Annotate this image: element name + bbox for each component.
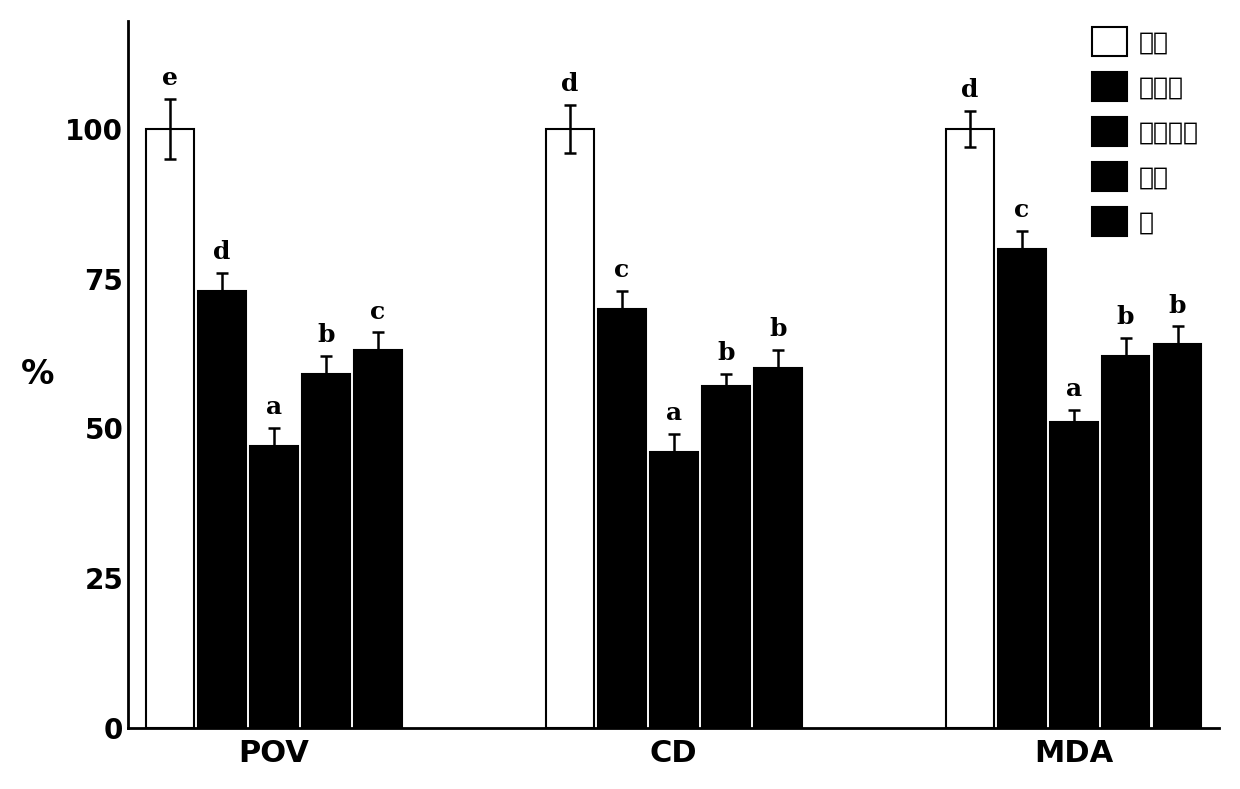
Bar xyxy=(754,368,801,728)
Bar xyxy=(1050,422,1097,728)
Text: d: d xyxy=(560,72,578,95)
Bar xyxy=(198,290,246,728)
Bar xyxy=(146,129,193,728)
Bar xyxy=(998,249,1045,728)
Text: c: c xyxy=(371,300,386,323)
Text: d: d xyxy=(961,78,978,102)
Bar xyxy=(946,129,993,728)
Bar xyxy=(249,447,298,728)
Text: b: b xyxy=(317,323,335,347)
Text: b: b xyxy=(769,317,786,342)
Bar xyxy=(353,350,402,728)
Bar xyxy=(1153,345,1202,728)
Bar xyxy=(650,452,698,728)
Text: b: b xyxy=(717,342,734,365)
Text: d: d xyxy=(213,240,231,264)
Text: b: b xyxy=(1169,294,1187,317)
Text: c: c xyxy=(1014,197,1029,222)
Text: b: b xyxy=(1117,305,1135,330)
Legend: 空白, 石油醚, 乙酸乙酯, 乙醇, 水: 空白, 石油醚, 乙酸乙酯, 乙醇, 水 xyxy=(1084,19,1207,244)
Text: c: c xyxy=(614,257,629,282)
Bar xyxy=(598,308,646,728)
Bar xyxy=(546,129,594,728)
Y-axis label: %: % xyxy=(21,358,55,391)
Bar xyxy=(1101,357,1149,728)
Text: a: a xyxy=(265,395,281,420)
Bar xyxy=(702,387,749,728)
Bar xyxy=(301,375,350,728)
Text: a: a xyxy=(666,402,682,425)
Text: a: a xyxy=(1065,377,1081,402)
Text: e: e xyxy=(161,65,177,90)
